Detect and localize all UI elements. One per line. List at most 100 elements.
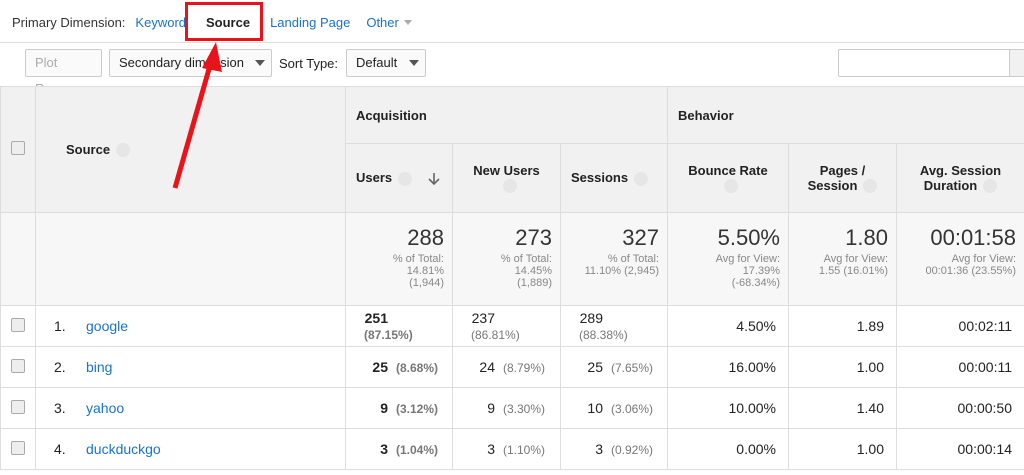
source-link[interactable]: google xyxy=(86,318,129,334)
checkbox[interactable] xyxy=(11,141,25,155)
metric-cell: 1.89 xyxy=(788,305,897,347)
row-select-cell xyxy=(0,346,36,388)
metric-share: (8.79%) xyxy=(503,361,546,375)
total-note-line: 00:01:36 (23.55%) xyxy=(925,265,1016,277)
total-note-line: Avg for View: xyxy=(951,253,1016,265)
totals-row: 288% of Total: 14.81% (1,944) 273% of Total… xyxy=(0,212,1024,306)
dropdown-caret xyxy=(403,20,412,25)
metric-value: 10.00% xyxy=(728,400,776,416)
metric-value: 24 xyxy=(479,359,495,375)
metric-cell: 1.40 xyxy=(788,387,897,429)
total-note-line: (1,944) xyxy=(409,277,444,289)
column-header[interactable]: Bounce Rate xyxy=(688,162,768,178)
row-select-cell xyxy=(0,305,36,347)
help-icon xyxy=(724,179,738,194)
dimension-option[interactable]: Source xyxy=(206,15,251,30)
sort-type-dropdown[interactable]: Default xyxy=(346,49,426,77)
data-row: 1. google 251 (87.15%) 237 (86.81%) 289 (88.38%… xyxy=(0,305,1024,347)
dimension-option[interactable]: Landing Page xyxy=(270,15,351,30)
checkbox[interactable] xyxy=(11,440,25,455)
metric-share: (8.68%) xyxy=(396,361,439,375)
metric-share: (3.12%) xyxy=(396,402,439,416)
total-value: 00:01:58 xyxy=(930,225,1016,250)
column-header-cell: Users xyxy=(345,143,453,213)
group-header: Acquisition xyxy=(345,86,668,144)
metric-cell: 00:00:11 xyxy=(896,346,1024,388)
total-value: 327 xyxy=(622,225,659,250)
metric-value: 9 xyxy=(487,400,495,416)
source-link[interactable]: duckduckgo xyxy=(86,441,161,457)
checkbox[interactable] xyxy=(11,399,25,414)
metric-cell: 3 (0.92%) xyxy=(560,428,668,470)
metric-value: 3 xyxy=(380,441,388,457)
column-header[interactable]: Sessions xyxy=(571,170,629,186)
source-cell: 1. google xyxy=(35,305,346,347)
column-header-cell: Bounce Rate xyxy=(667,143,789,213)
total-cell: 273 % of Total: 14.45% (1,889) xyxy=(452,212,561,306)
dimension-option[interactable]: Other xyxy=(366,15,415,30)
total-cell: 00:01:58 Avg for View: 00:01:36 (23.55%) xyxy=(896,212,1024,306)
select-all-cell xyxy=(0,86,36,213)
metric-cell: 289 (88.38%) xyxy=(560,305,668,347)
metric-cell: 16.00% xyxy=(667,346,789,388)
source-link[interactable]: bing xyxy=(86,359,113,375)
total-note: % of Total: 11.10% (2,945) xyxy=(571,253,659,277)
help-icon xyxy=(398,171,413,186)
source-link[interactable]: yahoo xyxy=(86,400,125,416)
metric-cell: 251 (87.15%) xyxy=(345,305,453,347)
dimension-header-cell: Source xyxy=(35,86,346,213)
metric-cell: 1.00 xyxy=(788,428,897,470)
checkbox[interactable] xyxy=(11,317,25,332)
metric-cell: 3 (1.04%) xyxy=(345,428,453,470)
metric-value: 25 xyxy=(372,359,388,375)
toolbar: Plot Rows Secondary dimension Sort Type:… xyxy=(0,42,1024,96)
metric-share: (87.15%) xyxy=(364,328,413,342)
metric-value: 0.00% xyxy=(736,441,776,457)
source-cell: 2. bing xyxy=(35,346,346,388)
metric-cell: 10.00% xyxy=(667,387,789,429)
total-cell: 1.80 Avg for View: 1.55 (16.01%) xyxy=(788,212,897,306)
metric-share: (86.81%) xyxy=(471,328,520,342)
metric-share: (3.30%) xyxy=(503,402,546,416)
total-note-line: % of Total: xyxy=(607,253,659,265)
metric-value: 4.50% xyxy=(736,318,776,334)
metric-cell: 237 (86.81%) xyxy=(452,305,561,347)
totals-blank xyxy=(35,212,346,306)
column-header[interactable]: Avg. Session Duration xyxy=(919,162,1002,193)
total-note-line: Avg for View: xyxy=(823,253,888,265)
metric-share: (3.06%) xyxy=(611,402,654,416)
plot-rows-button[interactable]: Plot Rows xyxy=(25,49,102,96)
total-value: 288 xyxy=(407,225,444,250)
sort-type-value: Default xyxy=(356,55,398,70)
metric-cell: 00:02:11 xyxy=(896,305,1024,347)
total-note: Avg for View: 17.39% (-68.34%) xyxy=(678,253,780,289)
column-header[interactable]: Pages / Session xyxy=(807,162,866,193)
checkbox[interactable] xyxy=(11,358,25,373)
data-row: 4. duckduckgo 3 (1.04%) 3 (1.10%) 3 (0.92%) 0.00… xyxy=(0,428,1024,470)
dimension-option[interactable]: Keyword xyxy=(135,15,186,30)
data-row: 2. bing 25 (8.68%) 24 (8.79%) 25 (7.65%) 16.00% 1… xyxy=(0,346,1024,388)
metric-share: (1.10%) xyxy=(503,443,546,457)
help-icon xyxy=(116,143,131,158)
metric-cell: 25 (8.68%) xyxy=(345,346,453,388)
metric-share: (88.38%) xyxy=(579,328,628,342)
column-header[interactable]: New Users xyxy=(473,162,540,178)
metric-value: 289 xyxy=(579,310,603,326)
search-button[interactable] xyxy=(1009,49,1024,77)
metric-cell: 9 (3.12%) xyxy=(345,387,453,429)
metric-share: (0.92%) xyxy=(611,443,654,457)
row-rank: 4. xyxy=(54,441,66,457)
row-select-cell xyxy=(0,387,36,429)
metric-cell: 4.50% xyxy=(667,305,789,347)
total-note-line: Avg for View: xyxy=(715,253,780,265)
total-note-line: % of Total: xyxy=(500,253,552,265)
secondary-dimension-dropdown[interactable]: Secondary dimension xyxy=(109,49,272,77)
source-cell: 3. yahoo xyxy=(35,387,346,429)
total-value: 273 xyxy=(515,225,552,250)
search-input[interactable] xyxy=(838,49,1013,77)
column-header[interactable]: Users xyxy=(356,170,393,186)
metric-cell: 00:00:50 xyxy=(896,387,1024,429)
metric-value: 251 xyxy=(364,310,388,326)
row-rank: 2. xyxy=(54,359,66,375)
